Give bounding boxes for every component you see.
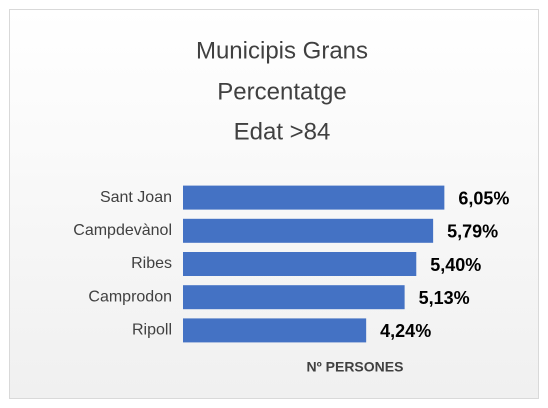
data-label: 4,24%	[380, 321, 431, 341]
bar	[183, 285, 405, 310]
y-tick-label: Sant Joan	[100, 189, 172, 206]
chart-title: Municipis Grans	[196, 37, 368, 64]
data-label: 6,05%	[458, 188, 509, 208]
y-tick-label: Ripoll	[132, 322, 172, 339]
data-label: 5,79%	[447, 222, 498, 242]
x-axis-label: Nº PERSONES	[307, 359, 404, 375]
y-tick-label: Campdevànol	[73, 222, 172, 239]
data-label: 5,40%	[430, 255, 481, 275]
chart-title: Percentatge	[217, 78, 346, 105]
y-tick-label: Ribes	[131, 255, 172, 272]
bar	[183, 318, 367, 343]
chart-title: Edat >84	[234, 118, 331, 145]
bar	[183, 252, 417, 276]
y-tick-label: Camprodon	[88, 288, 172, 305]
data-label: 5,13%	[419, 288, 470, 308]
bar	[183, 185, 445, 210]
bar	[183, 218, 434, 243]
